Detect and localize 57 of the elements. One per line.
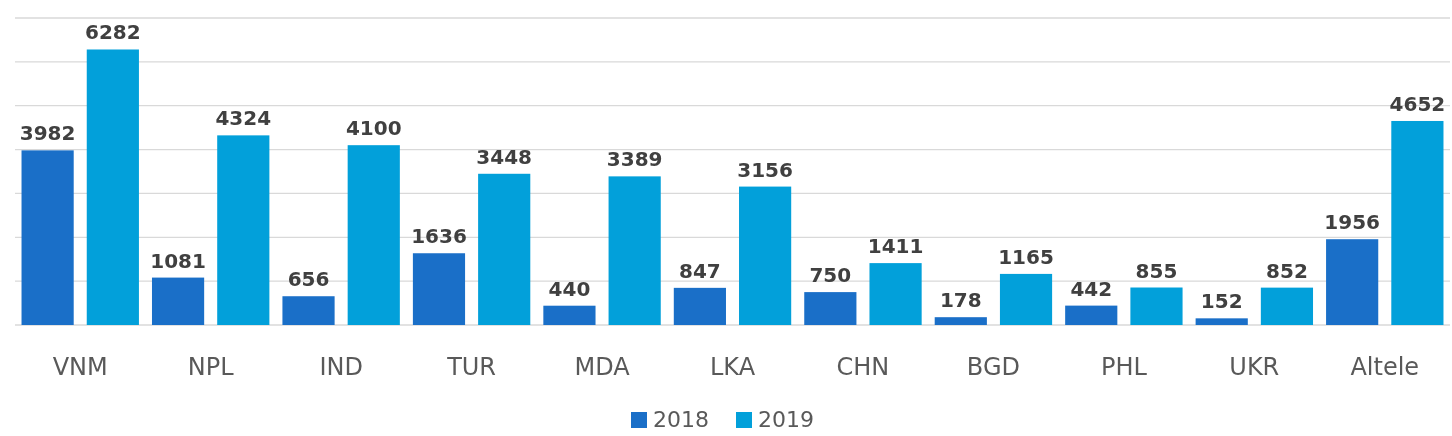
bar: [1195, 318, 1248, 325]
bar: [1391, 120, 1444, 325]
bar: [673, 287, 726, 325]
bar: [739, 186, 792, 325]
data-label: 852: [1266, 258, 1308, 283]
data-label: 3448: [476, 144, 533, 169]
bar: [217, 135, 270, 325]
bar: [21, 150, 74, 325]
x-tick-label: IND: [319, 353, 363, 381]
bar: [151, 277, 205, 325]
bar: [1130, 287, 1183, 325]
data-label: 6282: [85, 20, 141, 45]
x-tick-label: TUR: [446, 353, 497, 381]
bar: [1260, 287, 1314, 325]
data-label: 1081: [150, 248, 206, 273]
bar: [999, 273, 1053, 325]
data-label: 3982: [19, 121, 76, 146]
data-label: 1411: [867, 234, 924, 259]
x-tick-label: CHN: [836, 353, 890, 381]
x-tick-label: UKR: [1229, 353, 1280, 381]
data-label: 750: [809, 263, 852, 288]
x-tick-label: NPL: [187, 353, 235, 381]
bar: [804, 292, 857, 325]
bar: [347, 145, 400, 325]
data-label: 855: [1135, 258, 1178, 283]
data-label: 847: [679, 258, 721, 283]
x-tick-label: Altele: [1350, 353, 1420, 381]
data-label: 4652: [1389, 91, 1446, 116]
legend-label: 2019: [758, 407, 814, 432]
data-label: 152: [1200, 289, 1243, 314]
bar: [282, 296, 335, 325]
legend-label: 2018: [653, 407, 709, 432]
bar: [1326, 239, 1379, 325]
data-label: 3389: [606, 147, 663, 172]
data-label: 4100: [345, 116, 402, 141]
bar: [412, 253, 466, 325]
bar: [543, 305, 596, 325]
bar: [869, 263, 922, 325]
bar: [478, 173, 531, 325]
data-label: 442: [1070, 276, 1113, 301]
bar: [86, 49, 139, 325]
x-tick-label: MDA: [574, 353, 631, 381]
data-label: 1956: [1324, 210, 1380, 235]
data-label: 656: [287, 267, 330, 292]
data-label: 1636: [411, 224, 467, 249]
x-tick-label: VNM: [52, 353, 108, 381]
data-label: 178: [939, 288, 982, 313]
bar: [1065, 305, 1118, 325]
data-label: 4324: [215, 106, 272, 131]
bar: [608, 176, 661, 325]
data-label: 1165: [998, 244, 1054, 269]
data-label: 3156: [737, 157, 793, 182]
data-label: 440: [548, 276, 591, 301]
x-tick-label: LKA: [709, 353, 756, 381]
x-tick-label: PHL: [1100, 353, 1148, 381]
bar: [934, 317, 987, 325]
x-tick-label: BGD: [966, 353, 1020, 381]
